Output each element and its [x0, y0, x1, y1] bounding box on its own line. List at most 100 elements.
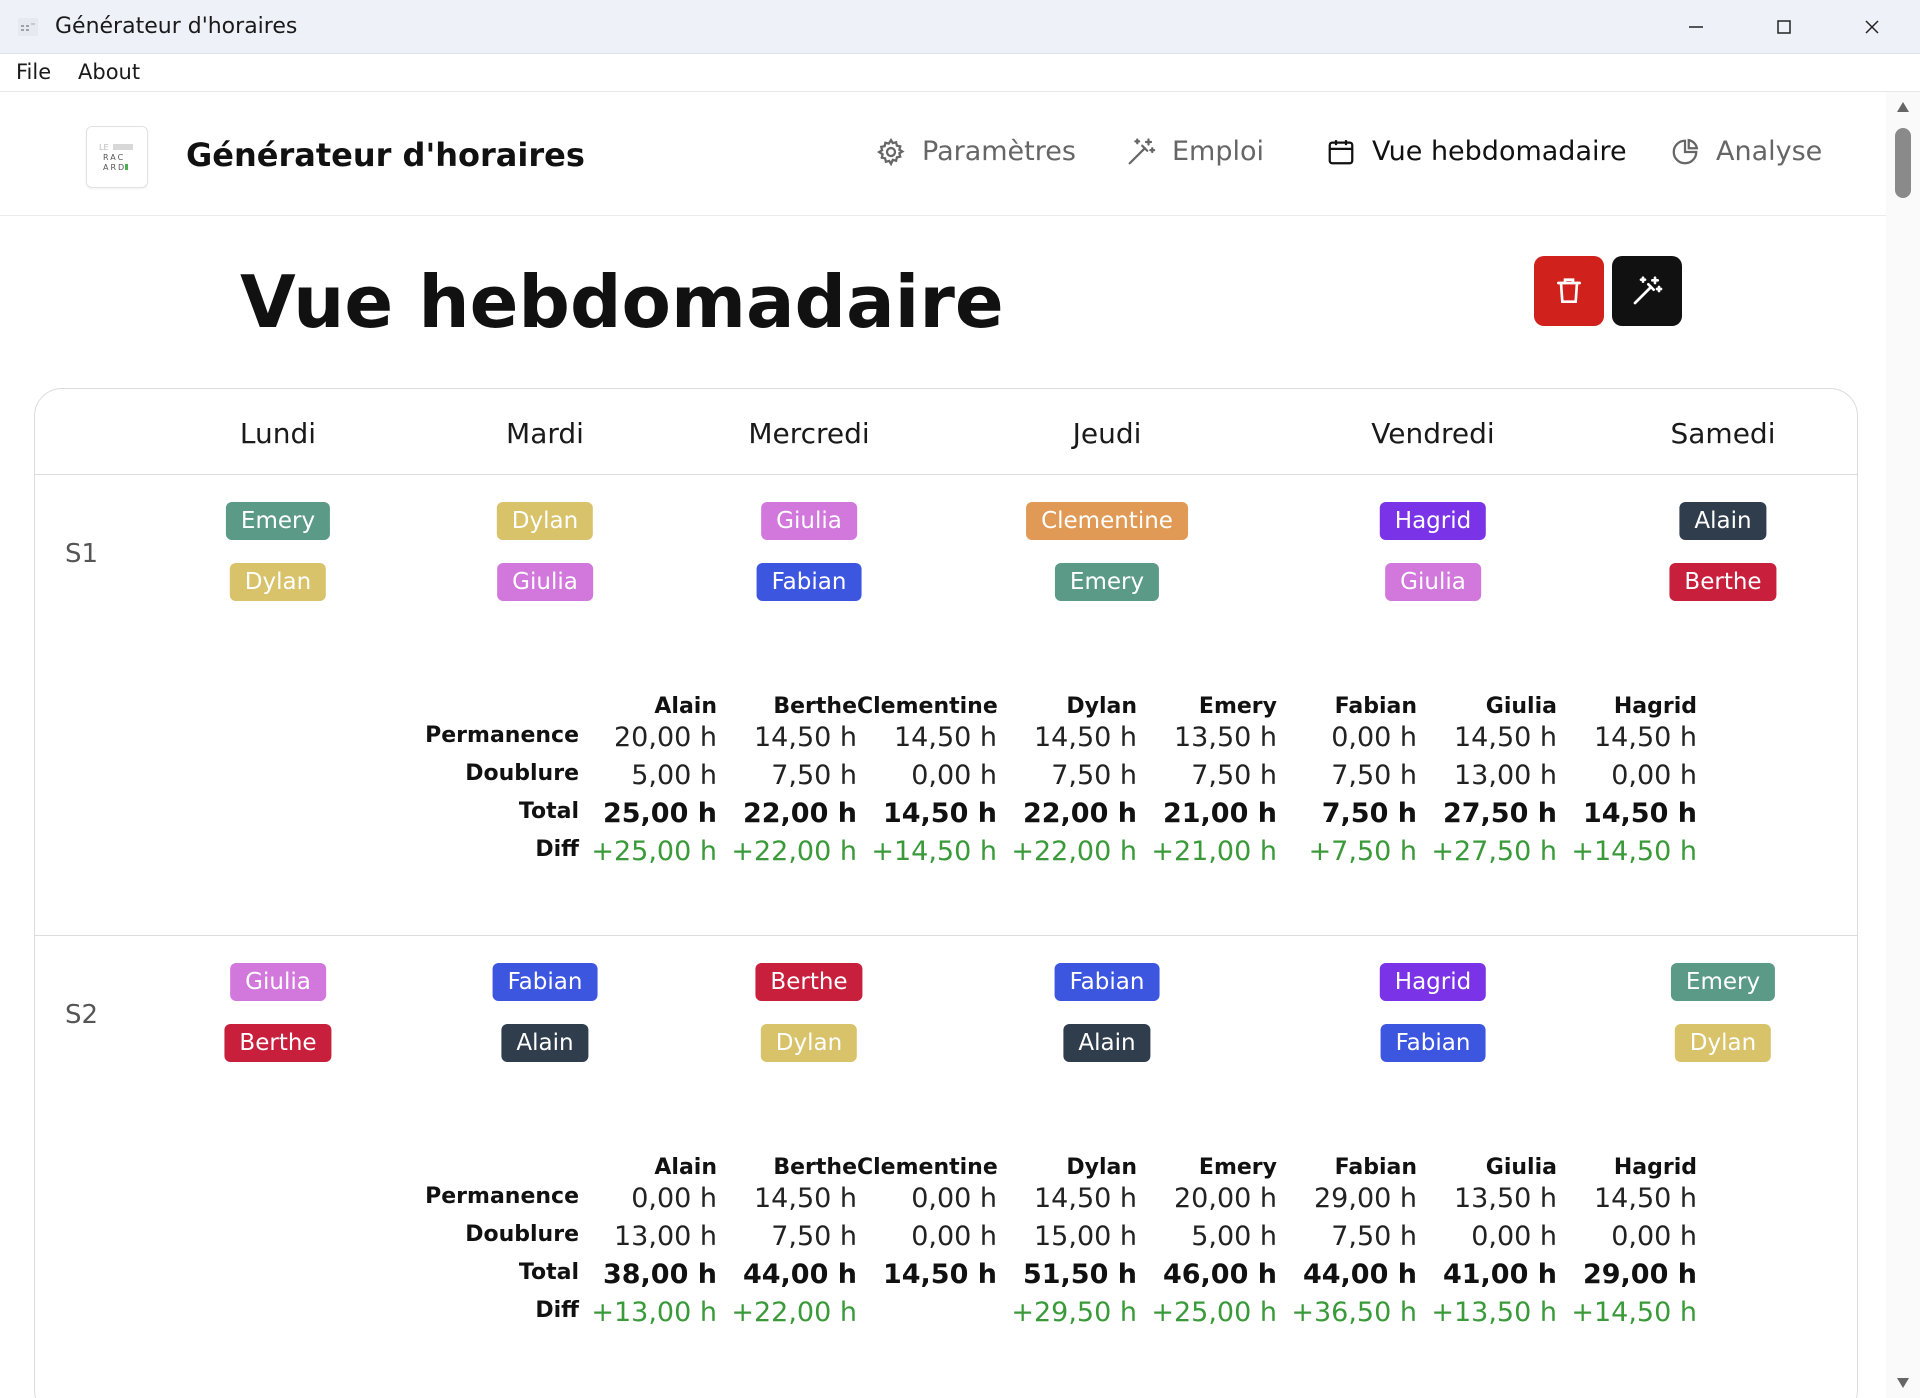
- stat-permanence: 14,50 h: [894, 722, 997, 753]
- person-badge[interactable]: Dylan: [760, 1024, 858, 1062]
- person-badge[interactable]: Giulia: [1385, 563, 1481, 601]
- stat-diff: +7,50 h: [1308, 836, 1417, 867]
- person-badge[interactable]: Giulia: [497, 563, 593, 601]
- person-badge[interactable]: Giulia: [230, 963, 326, 1001]
- app-header: LE RAC ARD Générateur d'horaires Paramèt…: [0, 92, 1886, 216]
- person-badge[interactable]: Fabian: [1380, 1024, 1486, 1062]
- stat-diff: +13,50 h: [1431, 1297, 1557, 1328]
- stat-diff: +14,50 h: [871, 836, 997, 867]
- stat-permanence: 14,50 h: [1454, 722, 1557, 753]
- delete-schedule-button[interactable]: [1534, 256, 1604, 326]
- window-titlebar: Générateur d'horaires: [0, 0, 1920, 54]
- person-badge[interactable]: Alain: [1679, 502, 1767, 540]
- gear-icon: [876, 137, 905, 166]
- stat-doublure: 5,00 h: [631, 760, 717, 791]
- person-badge[interactable]: Dylan: [229, 563, 327, 601]
- nav-emploi[interactable]: Emploi: [1126, 136, 1264, 167]
- stat-permanence: 0,00 h: [911, 1183, 997, 1214]
- person-badge[interactable]: Berthe: [755, 963, 863, 1001]
- person-badge[interactable]: Emery: [1670, 963, 1776, 1001]
- person-badge[interactable]: Emery: [1054, 563, 1160, 601]
- magic-wand-icon: [1633, 276, 1663, 305]
- stat-total: 21,00 h: [1162, 798, 1277, 829]
- calendar-icon: [1328, 139, 1354, 164]
- stat-diff: +36,50 h: [1291, 1297, 1417, 1328]
- stat-diff: +21,00 h: [1151, 836, 1277, 867]
- close-window-button[interactable]: [1828, 0, 1916, 54]
- stat-total: 22,00 h: [742, 798, 857, 829]
- stat-doublure: 7,50 h: [771, 1221, 857, 1252]
- stat-person-name: Fabian: [1334, 1155, 1417, 1180]
- person-badge[interactable]: Alain: [1063, 1024, 1151, 1062]
- person-badge[interactable]: Emery: [225, 502, 331, 540]
- minimize-button[interactable]: [1652, 0, 1740, 54]
- person-badge[interactable]: Fabian: [1054, 963, 1160, 1001]
- row-label-permanence: Permanence: [425, 723, 579, 748]
- person-badge[interactable]: Dylan: [496, 502, 594, 540]
- week-divider: [35, 935, 1857, 936]
- stat-diff: +13,00 h: [591, 1297, 717, 1328]
- brand-title: Générateur d'horaires: [186, 136, 585, 174]
- stat-permanence: 20,00 h: [1174, 1183, 1277, 1214]
- week-label: S2: [65, 1000, 99, 1030]
- stat-permanence: 14,50 h: [1034, 722, 1137, 753]
- nav-vue-hebdomadaire[interactable]: Vue hebdomadaire: [1326, 136, 1627, 167]
- row-label-total: Total: [518, 1260, 579, 1285]
- stat-total: 22,00 h: [1022, 798, 1137, 829]
- row-label-permanence: Permanence: [425, 1184, 579, 1209]
- person-badge[interactable]: Hagrid: [1379, 963, 1487, 1001]
- stat-doublure: 13,00 h: [614, 1221, 717, 1252]
- stat-person-name: Hagrid: [1613, 694, 1697, 719]
- app-logo[interactable]: LE RAC ARD: [86, 126, 148, 188]
- person-badge[interactable]: Fabian: [492, 963, 598, 1001]
- stat-permanence: 14,50 h: [1594, 722, 1697, 753]
- stat-permanence: 14,50 h: [754, 722, 857, 753]
- stat-person-name: Giulia: [1485, 694, 1557, 719]
- stat-person-name: Clementine: [857, 694, 998, 719]
- weekly-schedule-card: Lundi Mardi Mercredi Jeudi Vendredi Samedi S1 E…: [34, 388, 1858, 1398]
- generate-schedule-button[interactable]: [1612, 256, 1682, 326]
- person-badge[interactable]: Dylan: [1674, 1024, 1772, 1062]
- stat-doublure: 5,00 h: [1191, 1221, 1277, 1252]
- close-icon: [1865, 20, 1879, 34]
- stat-total: 14,50 h: [882, 798, 997, 829]
- nav-label: Paramètres: [922, 136, 1076, 167]
- day-header-vendredi: Vendredi: [1371, 417, 1495, 450]
- minimize-icon: [1689, 26, 1703, 28]
- stat-total: 27,50 h: [1442, 798, 1557, 829]
- scroll-thumb[interactable]: [1895, 128, 1911, 198]
- person-badge[interactable]: Fabian: [756, 563, 862, 601]
- magic-wand-icon: [1128, 137, 1156, 164]
- menu-about[interactable]: About: [78, 60, 141, 84]
- person-badge[interactable]: Giulia: [761, 502, 857, 540]
- stat-doublure: 13,00 h: [1454, 760, 1557, 791]
- stat-doublure: 15,00 h: [1034, 1221, 1137, 1252]
- person-badge[interactable]: Berthe: [1669, 563, 1777, 601]
- person-badge[interactable]: Hagrid: [1379, 502, 1487, 540]
- scroll-up-icon[interactable]: [1896, 100, 1910, 114]
- menu-file[interactable]: File: [16, 60, 52, 84]
- person-badge[interactable]: Alain: [501, 1024, 589, 1062]
- nav-parametres[interactable]: Paramètres: [876, 136, 1076, 167]
- stat-total: 14,50 h: [882, 1259, 997, 1290]
- person-badge[interactable]: Clementine: [1026, 502, 1188, 540]
- menu-bar: File About: [0, 54, 1920, 92]
- row-label-diff: Diff: [535, 837, 579, 862]
- person-badge[interactable]: Berthe: [224, 1024, 332, 1062]
- stat-diff: +29,50 h: [1011, 1297, 1137, 1328]
- nav-analyse[interactable]: Analyse: [1670, 136, 1822, 167]
- stat-person-name: Hagrid: [1613, 1155, 1697, 1180]
- svg-text:RAC: RAC: [103, 153, 125, 162]
- stat-doublure: 0,00 h: [911, 760, 997, 791]
- scroll-down-icon[interactable]: [1896, 1376, 1910, 1390]
- stat-doublure: 0,00 h: [1611, 1221, 1697, 1252]
- day-header-mercredi: Mercredi: [748, 417, 870, 450]
- stat-total: 46,00 h: [1162, 1259, 1277, 1290]
- stat-doublure: 7,50 h: [1191, 760, 1277, 791]
- maximize-button[interactable]: [1740, 0, 1828, 54]
- row-label-doublure: Doublure: [465, 1222, 579, 1247]
- vertical-scrollbar[interactable]: [1886, 92, 1920, 1398]
- stat-permanence: 29,00 h: [1314, 1183, 1417, 1214]
- trash-icon: [1557, 278, 1581, 303]
- header-divider: [35, 474, 1857, 475]
